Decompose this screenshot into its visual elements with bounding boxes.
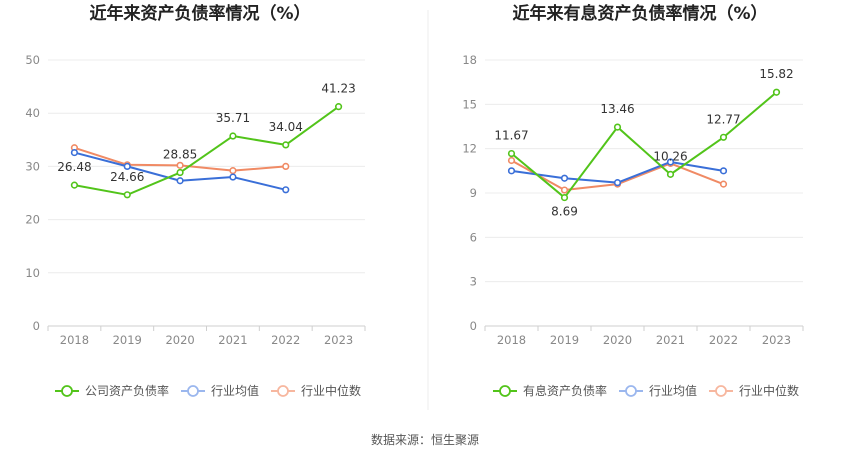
legend-item[interactable]: 行业均值 (619, 383, 697, 398)
x-tick-label: 2023 (762, 333, 791, 347)
data-point (507, 156, 516, 165)
chart-title: 近年来有息资产负债率情况（%） (512, 3, 767, 24)
y-tick-label: 20 (25, 213, 40, 227)
y-tick-label: 0 (470, 319, 477, 333)
x-tick-label: 2019 (550, 333, 579, 347)
legend-item[interactable]: 行业中位数 (709, 383, 799, 398)
data-point (560, 186, 569, 194)
data-label: 12.77 (706, 112, 740, 126)
y-tick-label: 3 (470, 275, 477, 289)
data-label: 8.69 (551, 205, 578, 219)
data-point (666, 158, 675, 166)
data-label: 13.46 (600, 102, 634, 116)
data-point (70, 181, 79, 189)
x-tick-label: 2019 (113, 333, 142, 347)
data-label: 28.85 (163, 148, 197, 162)
legend-marker-icon (61, 385, 73, 397)
data-point (560, 193, 569, 202)
x-tick-label: 2021 (656, 333, 685, 347)
data-label: 15.82 (759, 67, 793, 81)
chart-interest-debt-ratio: 近年来有息资产负债率情况（%） 0 3 6 9 12 15 18 2018 2019 2020 202… (462, 3, 804, 398)
data-point (70, 148, 79, 157)
x-tick-label: 2018 (497, 333, 526, 347)
legend-label: 有息资产负债率 (523, 383, 607, 398)
legend-marker-icon (625, 385, 637, 397)
data-point (334, 103, 343, 111)
data-point (560, 174, 569, 182)
series-line (74, 105, 340, 196)
y-tick-label: 0 (33, 319, 40, 333)
data-label: 35.71 (216, 111, 250, 125)
data-point (176, 161, 184, 169)
x-tick-label: 2020 (165, 333, 194, 347)
data-point (282, 162, 290, 170)
data-source: 数据来源：恒生聚源 (370, 433, 479, 447)
data-point (176, 168, 184, 177)
data-point (229, 173, 237, 181)
y-tick-label: 6 (470, 230, 477, 244)
y-tick-label: 9 (470, 186, 477, 200)
data-label: 26.48 (57, 160, 91, 174)
x-tick-label: 2022 (709, 333, 738, 347)
data-point (507, 149, 516, 158)
data-point (719, 167, 728, 175)
data-point (613, 179, 622, 187)
legend-marker-icon (499, 385, 511, 397)
legend-label: 行业均值 (211, 383, 259, 398)
legend-marker-icon (277, 385, 289, 397)
y-tick-label: 10 (25, 266, 40, 280)
data-label: 10.26 (653, 149, 687, 163)
legend-item[interactable]: 行业均值 (181, 383, 259, 398)
data-point (719, 133, 728, 141)
data-point (719, 180, 728, 188)
legend-label: 行业中位数 (739, 383, 799, 398)
legend-label: 行业中位数 (301, 383, 361, 398)
legend-marker-icon (715, 385, 727, 397)
y-tick-label: 15 (462, 97, 477, 111)
legend-label: 公司资产负债率 (85, 383, 169, 398)
y-tick-label: 30 (25, 159, 40, 173)
x-tick-label: 2022 (271, 333, 300, 347)
x-tick-label: 2023 (324, 333, 353, 347)
data-point (229, 167, 237, 175)
chart-title: 近年来资产负债率情况（%） (89, 3, 310, 24)
legend-item[interactable]: 行业中位数 (271, 383, 361, 398)
series-line (510, 91, 778, 199)
data-label: 11.67 (494, 129, 528, 143)
x-tick-label: 2020 (603, 333, 632, 347)
data-point (613, 123, 622, 131)
x-tick-label: 2021 (218, 333, 247, 347)
y-tick-label: 12 (462, 142, 477, 156)
data-point (123, 162, 131, 170)
legend-item[interactable]: 公司资产负债率 (55, 383, 169, 398)
legend-marker-icon (187, 385, 199, 397)
data-label: 24.66 (110, 170, 144, 184)
data-point (176, 177, 184, 185)
y-tick-label: 50 (25, 53, 40, 67)
data-point (507, 167, 516, 175)
data-label: 34.04 (269, 120, 303, 134)
data-point (282, 141, 290, 149)
data-point (772, 88, 781, 96)
data-point (123, 191, 131, 199)
y-tick-label: 40 (25, 106, 40, 120)
legend-item[interactable]: 有息资产负债率 (493, 383, 607, 398)
x-tick-label: 2018 (60, 333, 89, 347)
y-tick-label: 18 (462, 53, 477, 67)
data-point (282, 186, 290, 194)
data-point (229, 132, 237, 140)
chart-debt-ratio: 近年来资产负债率情况（%） 0 10 20 30 40 50 2018 2019 2020 2021… (25, 3, 366, 398)
data-label: 41.23 (321, 82, 355, 96)
data-point (666, 170, 675, 178)
legend-label: 行业均值 (649, 383, 697, 398)
